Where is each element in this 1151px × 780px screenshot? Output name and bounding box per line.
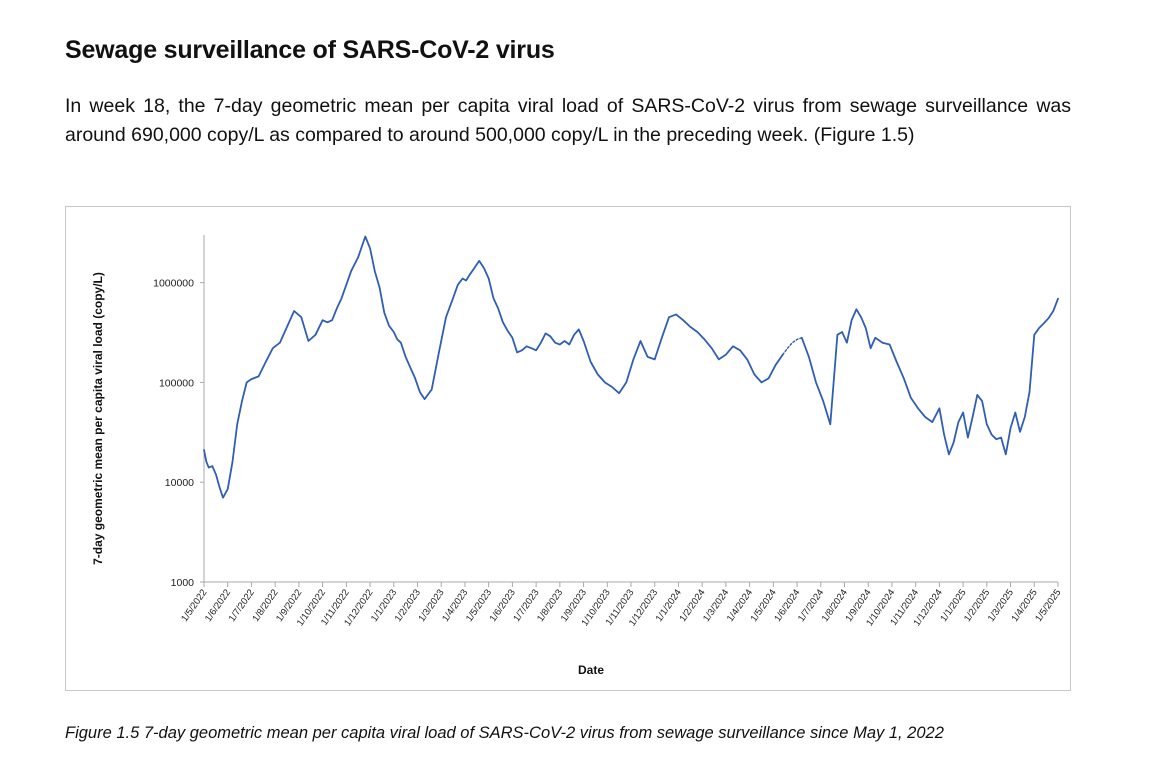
viral-load-chart: 10001000010000010000001/5/20221/6/20221/… xyxy=(91,235,1063,677)
viral-load-line xyxy=(203,235,784,499)
x-axis-title: Date xyxy=(578,663,604,677)
chart-frame: 1000 10000 100000 1000000 1/5/2022 1/6/2022 1/… xyxy=(65,206,1071,691)
y-tick-label: 1000 xyxy=(171,577,195,589)
y-tick-label: 100000 xyxy=(159,377,194,389)
summary-paragraph: In week 18, the 7-day geometric mean per… xyxy=(65,95,1071,146)
page-heading: Sewage surveillance of SARS-CoV-2 virus xyxy=(65,36,555,64)
viral-load-line-gap xyxy=(782,337,803,356)
figure-caption: Figure 1.5 7-day geometric mean per capi… xyxy=(65,724,944,742)
y-axis-title: 7-day geometric mean per capita viral lo… xyxy=(91,272,105,565)
y-tick-label: 1000000 xyxy=(153,278,194,290)
viral-load-line xyxy=(800,297,1059,456)
y-tick-label: 10000 xyxy=(165,477,194,489)
